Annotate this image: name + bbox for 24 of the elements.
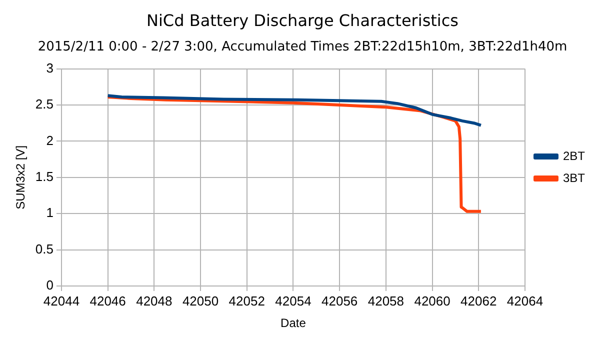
x-tick-label: 42046 [90, 293, 126, 308]
y-axis-title: SUM3x2 [V] [14, 145, 28, 210]
y-tick-label: 0.5 [35, 241, 54, 256]
y-tick-label: 0 [46, 278, 54, 293]
x-tick-label: 42054 [275, 293, 312, 308]
y-tick-label: 1 [46, 205, 54, 220]
x-tick-label: 42058 [368, 293, 404, 308]
x-tick-label: 42064 [506, 293, 544, 308]
y-tick-label: 2.5 [35, 96, 54, 112]
x-tick-label: 42060 [414, 293, 450, 308]
x-axis-title: Date [280, 316, 306, 330]
y-tick-label: 3 [46, 60, 54, 76]
x-tick-label: 42052 [228, 293, 265, 308]
x-tick-label: 42056 [322, 293, 358, 308]
x-tick-label: 42050 [182, 293, 219, 308]
y-tick-label: 1.5 [35, 168, 54, 184]
x-tick-label: 42044 [43, 293, 80, 308]
legend-label: 3BT [562, 170, 586, 185]
chart-title: NiCd Battery Discharge Characteristics [146, 10, 458, 30]
x-tick-label: 42062 [460, 293, 497, 308]
legend-label: 2BT [562, 148, 586, 163]
chart-subtitle: 2015/2/11 0:00 - 2/27 3:00, Accumulated Times 2BT:22d15h10m, 3BT:22d1h40m [38, 39, 568, 54]
x-tick-label: 42048 [136, 293, 172, 308]
y-tick-label: 2 [46, 132, 54, 148]
